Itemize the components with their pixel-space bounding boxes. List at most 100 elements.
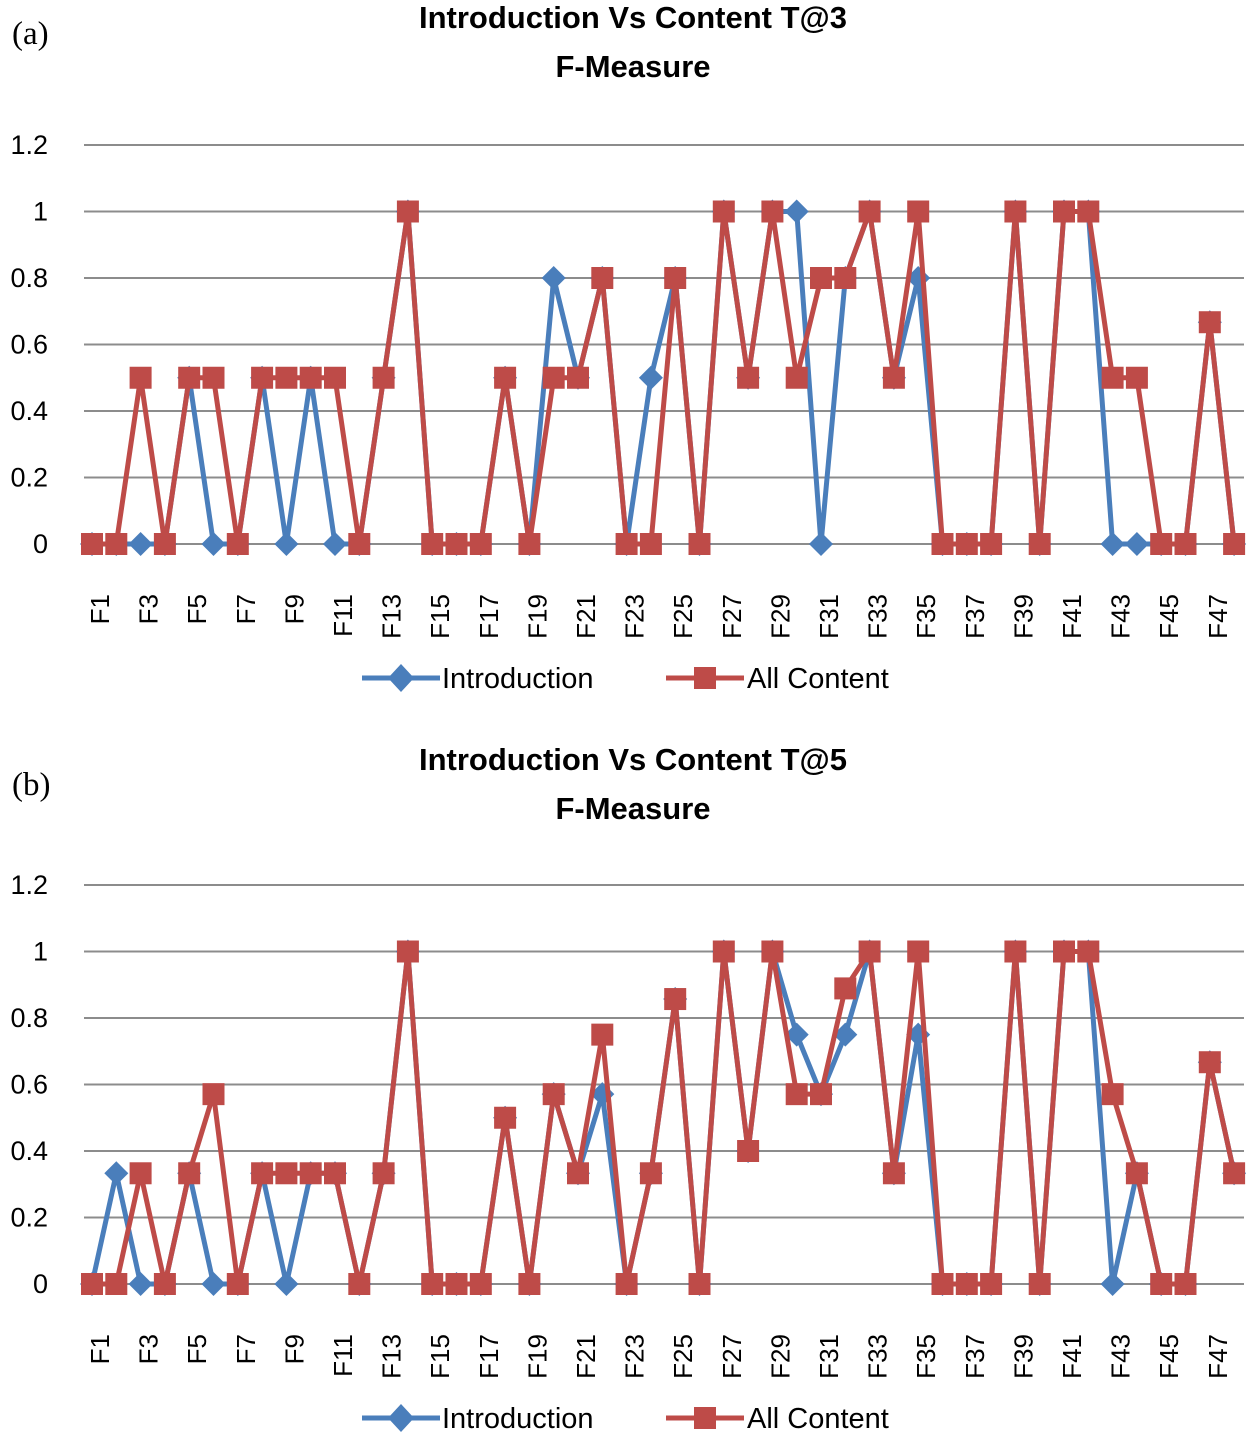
data-point-all-content: [639, 1162, 662, 1185]
data-point-all-content: [518, 533, 541, 555]
data-point-all-content: [1223, 533, 1246, 555]
data-point-all-content: [324, 1162, 346, 1185]
x-tick-label: F1: [85, 1334, 115, 1364]
data-point-all-content: [1150, 533, 1173, 555]
data-point-all-content: [1004, 940, 1027, 963]
legend-marker-all-content: [694, 1407, 716, 1429]
data-point-introduction: [541, 266, 566, 290]
x-tick-label: F29: [765, 594, 795, 639]
line-chart-b: (b) Introduction Vs Content T@5 F-Measur…: [10, 742, 1247, 1435]
x-tick-label: F45: [1154, 1334, 1184, 1379]
data-point-all-content: [542, 366, 565, 389]
data-point-introduction: [1100, 1272, 1125, 1296]
data-point-all-content: [396, 200, 419, 223]
x-tick-label: F15: [425, 1334, 455, 1379]
data-point-all-content: [858, 940, 881, 963]
chart-title: Introduction Vs Content T@3: [419, 0, 847, 35]
x-tick-label: F21: [571, 1334, 601, 1379]
data-point-all-content: [688, 533, 711, 555]
data-point-all-content: [737, 366, 760, 389]
data-point-all-content: [153, 1273, 176, 1295]
data-point-all-content: [761, 940, 784, 963]
data-point-all-content: [1125, 1162, 1148, 1185]
data-point-all-content: [1028, 1273, 1051, 1295]
data-point-all-content: [567, 1162, 589, 1185]
data-point-all-content: [1198, 1051, 1221, 1074]
data-point-all-content: [931, 1273, 954, 1295]
data-point-all-content: [275, 1162, 298, 1185]
x-tick-label: F27: [717, 594, 747, 639]
data-point-all-content: [882, 1162, 905, 1185]
data-point-all-content: [518, 1273, 541, 1295]
data-point-all-content: [226, 533, 249, 555]
data-point-all-content: [469, 533, 492, 555]
x-tick-label: F39: [1008, 594, 1038, 639]
legend-label-all-content: All Content: [747, 1403, 889, 1435]
x-tick-label: F3: [134, 1334, 164, 1364]
data-point-all-content: [955, 533, 978, 555]
series-all-content: [81, 940, 1246, 1295]
x-tick-label: F33: [863, 1334, 893, 1379]
data-point-all-content: [785, 366, 808, 389]
data-point-all-content: [421, 533, 444, 555]
x-tick-label: F41: [1057, 594, 1087, 639]
data-point-all-content: [1174, 533, 1197, 555]
x-tick-label: F7: [231, 1334, 261, 1364]
y-tick-label: 1.2: [10, 130, 48, 160]
x-tick-label: F31: [814, 1334, 844, 1379]
data-point-all-content: [907, 940, 930, 963]
data-point-all-content: [226, 1273, 249, 1295]
data-point-all-content: [153, 533, 176, 555]
x-tick-label: F29: [765, 1334, 795, 1379]
legend: Introduction All Content: [362, 1403, 889, 1435]
data-point-all-content: [445, 1273, 468, 1295]
data-point-all-content: [955, 1273, 978, 1295]
data-point-all-content: [129, 366, 152, 389]
y-tick-label: 0.6: [10, 1070, 48, 1100]
data-point-all-content: [202, 366, 225, 389]
data-point-all-content: [396, 940, 419, 963]
x-tick-label: F11: [328, 594, 358, 637]
data-point-all-content: [299, 366, 322, 389]
data-point-all-content: [1053, 940, 1075, 963]
data-point-introduction: [784, 199, 809, 224]
data-point-all-content: [81, 1273, 103, 1295]
data-point-introduction: [323, 532, 347, 556]
data-point-introduction: [809, 532, 833, 556]
data-point-all-content: [1077, 200, 1100, 223]
x-tick-label: F25: [668, 594, 698, 639]
legend-marker-all-content: [694, 667, 716, 689]
data-point-introduction: [201, 1272, 226, 1296]
data-point-all-content: [980, 1273, 1003, 1295]
x-tick-label: F47: [1203, 594, 1233, 639]
data-point-all-content: [251, 1162, 274, 1185]
data-point-all-content: [105, 1273, 128, 1295]
data-point-all-content: [761, 200, 784, 223]
data-point-all-content: [688, 1273, 711, 1295]
x-tick-label: F5: [182, 1334, 212, 1364]
x-tick-label: F35: [911, 1334, 941, 1379]
x-tick-label: F27: [717, 1334, 747, 1379]
chart-title: Introduction Vs Content T@5: [419, 742, 847, 777]
data-point-all-content: [324, 366, 346, 389]
x-tick-label: F23: [620, 1334, 650, 1379]
panel-label: (b): [12, 767, 50, 803]
x-tick-label: F7: [231, 594, 261, 624]
data-point-introduction: [274, 1272, 299, 1296]
x-tick-label: F33: [863, 594, 893, 639]
data-point-all-content: [1004, 200, 1027, 223]
y-tick-label: 0.8: [10, 263, 48, 293]
data-point-all-content: [445, 533, 468, 555]
data-point-introduction: [274, 532, 299, 556]
panel-label: (a): [12, 16, 49, 52]
data-point-all-content: [1101, 1083, 1124, 1106]
y-tick-label: 0: [33, 1269, 48, 1299]
data-point-all-content: [591, 267, 614, 289]
data-point-all-content: [639, 533, 662, 555]
data-point-all-content: [882, 366, 905, 389]
data-point-all-content: [980, 533, 1003, 555]
x-tick-label: F45: [1154, 594, 1184, 639]
chart-subtitle: F-Measure: [555, 791, 710, 826]
data-point-all-content: [907, 200, 930, 223]
y-tick-label: 0.2: [10, 1203, 48, 1233]
